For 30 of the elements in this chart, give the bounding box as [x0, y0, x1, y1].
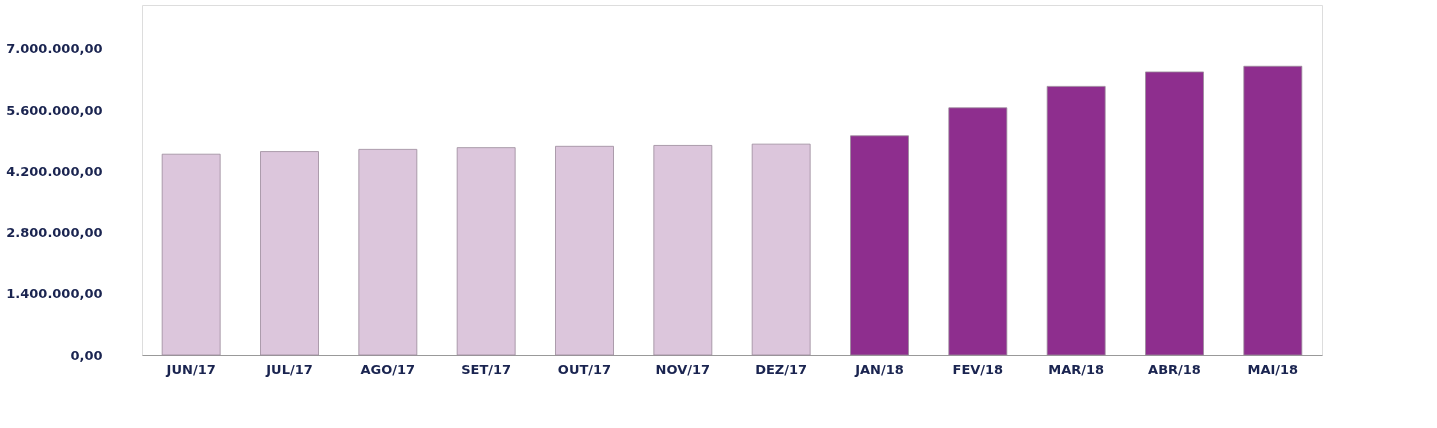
x-tick-label: JUL/17 [265, 361, 313, 377]
y-tick-label: 7.000.000,00 [6, 41, 103, 57]
bar [260, 151, 319, 356]
bar [358, 148, 418, 356]
x-tick-label: JUN/17 [165, 361, 216, 377]
bar [948, 107, 1008, 356]
y-tick-label: 2.800.000,00 [6, 225, 103, 240]
y-tick-label: 0,00 [70, 347, 103, 363]
bar [850, 135, 909, 356]
y-tick-label: 5.600.000,00 [6, 102, 103, 118]
bar [1145, 71, 1204, 356]
bar [653, 145, 713, 356]
y-tick-label: 4.200.000,00 [6, 163, 103, 179]
x-tick-label: OUT/17 [557, 361, 612, 377]
x-tick-label: ABR/18 [1148, 361, 1201, 377]
bar [555, 145, 614, 356]
y-tick-label: 1.400.000,00 [6, 286, 103, 302]
bar [161, 153, 221, 356]
x-tick-label: SET/17 [461, 361, 512, 377]
x-tick-label: JAN/18 [854, 361, 904, 377]
bar [1243, 65, 1303, 356]
x-tick-label: AGO/17 [360, 361, 416, 377]
bar [751, 143, 811, 356]
x-tick-label: FEV/18 [952, 361, 1004, 377]
bar [456, 147, 516, 356]
x-tick-label: DEZ/17 [755, 361, 808, 377]
x-tick-label: MAR/18 [1048, 361, 1105, 377]
bar [1046, 85, 1106, 356]
x-tick-label: NOV/17 [655, 361, 711, 377]
x-tick-label: MAI/18 [1247, 361, 1299, 377]
